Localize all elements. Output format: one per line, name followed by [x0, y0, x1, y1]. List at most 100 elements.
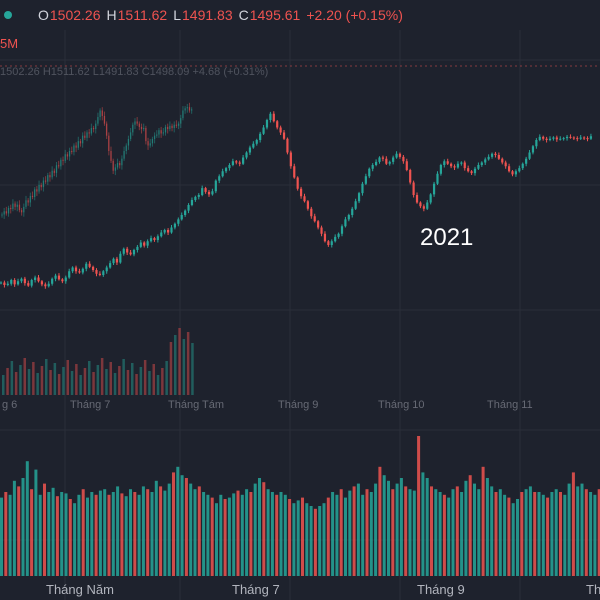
open-key: O [38, 7, 49, 23]
volume-bar [232, 493, 236, 576]
main-candle [559, 138, 562, 140]
main-candle [552, 137, 555, 139]
main-candle [548, 138, 552, 140]
inner-candle [99, 110, 101, 118]
inner-candle [7, 207, 10, 214]
inner-volume-bar [191, 343, 194, 395]
inner-candle [138, 123, 141, 127]
volume-bar [378, 466, 382, 576]
inner-candle [53, 170, 56, 173]
main-candle [78, 271, 81, 273]
main-candle [494, 153, 497, 155]
volume-bar [335, 494, 339, 576]
main-candle [450, 163, 453, 167]
main-candle [6, 283, 9, 285]
main-candle [310, 208, 313, 217]
volume-bar [116, 486, 120, 576]
volume-bar [167, 483, 171, 576]
main-candle [388, 161, 391, 164]
inner-volume-bar [100, 358, 104, 395]
inner-candle [18, 204, 21, 211]
inner-candle [136, 121, 138, 124]
main-candle [30, 280, 33, 286]
inner-candle [175, 124, 178, 126]
main-candle [354, 201, 357, 209]
main-candle [361, 183, 364, 194]
volume-bar [107, 494, 111, 576]
inner-candle [57, 165, 60, 167]
inner-candle [103, 115, 106, 124]
volume-bar [374, 483, 378, 576]
volume-bar [305, 503, 309, 576]
volume-bar [576, 486, 580, 576]
volume-bar [197, 486, 201, 576]
volume-bar [511, 503, 515, 576]
inner-candle [108, 135, 110, 151]
inner-volume-bar [186, 332, 190, 395]
main-candle [286, 138, 289, 153]
main-candle [16, 281, 20, 285]
inner-candle [55, 165, 58, 173]
volume-bar [94, 494, 98, 576]
inner-candle [25, 200, 27, 207]
volume-bar [326, 497, 330, 576]
x-tick-label: Th [586, 582, 600, 597]
main-candle [255, 140, 258, 144]
main-candle [501, 158, 504, 163]
volume-bar [309, 506, 313, 576]
main-candle [569, 136, 572, 138]
inner-volume-bar [135, 374, 138, 395]
inner-candle [60, 159, 62, 167]
main-candle [378, 157, 381, 162]
volume-bar [77, 494, 81, 576]
main-candle [296, 177, 299, 189]
main-candle [207, 191, 211, 195]
main-candle [480, 162, 483, 165]
main-candle [490, 153, 494, 157]
volume-bar [240, 494, 244, 576]
volume-bar [279, 492, 283, 576]
main-candle [303, 196, 306, 202]
volume-bar [137, 494, 141, 576]
inner-candle [27, 200, 29, 203]
inner-candle [14, 203, 16, 207]
inner-candle [160, 130, 162, 134]
main-candle [531, 146, 535, 153]
main-candle [20, 278, 23, 282]
volume-bar [163, 490, 167, 576]
volume-bar [391, 489, 395, 576]
main-candle [156, 236, 159, 240]
inner-candle [64, 154, 66, 161]
inner-candle [134, 121, 136, 125]
inner-candle [186, 107, 188, 109]
main-candle [473, 168, 477, 174]
main-candle [122, 248, 125, 254]
volume-bar [292, 503, 296, 576]
main-candle [265, 120, 269, 128]
inner-volume-bar [96, 365, 100, 395]
volume-bar [589, 492, 593, 576]
inner-volume-bar [88, 361, 91, 395]
inner-candle [16, 204, 18, 207]
volume-bar [129, 489, 132, 576]
volume-bar [399, 478, 403, 576]
main-candle [231, 161, 234, 165]
main-candle [105, 267, 108, 272]
main-candle [201, 188, 204, 195]
main-candle [426, 202, 429, 209]
inner-volume-bar [32, 362, 35, 395]
volume-bar [270, 492, 274, 576]
inner-volume-bar [6, 368, 9, 395]
inner-candle [180, 118, 182, 124]
main-candle [357, 193, 361, 202]
volume-bar [331, 492, 335, 576]
main-candle [439, 165, 442, 174]
inner-candle [75, 145, 77, 148]
main-candle [102, 271, 105, 275]
inner-volume-bar [156, 375, 160, 395]
inner-candle [166, 126, 169, 130]
main-candle [143, 242, 146, 246]
main-candle [453, 166, 456, 168]
main-candle [245, 152, 248, 158]
